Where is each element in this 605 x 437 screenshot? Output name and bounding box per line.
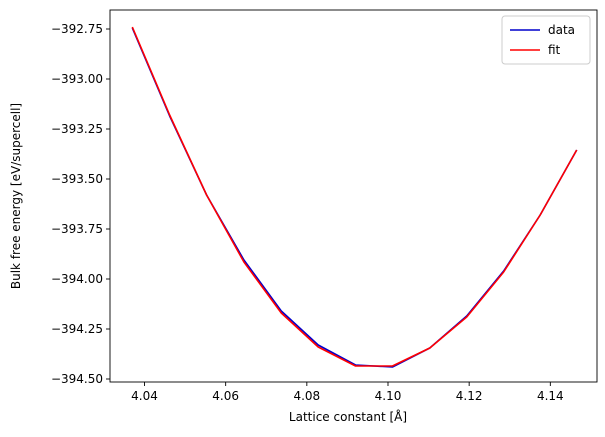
x-axis-label: Lattice constant [Å] <box>289 409 407 424</box>
y-tick-label: −393.00 <box>51 72 103 86</box>
y-tick-label: −392.75 <box>51 22 103 36</box>
legend-label-fit: fit <box>548 43 561 57</box>
series-lines <box>131 26 578 368</box>
series-line-fit <box>131 26 578 367</box>
y-tick-label: −394.50 <box>51 372 103 386</box>
legend-box <box>501 15 591 65</box>
plot-frame <box>109 9 598 383</box>
legend: data fit <box>501 15 591 65</box>
series-line-data <box>131 27 578 368</box>
x-tick-label: 4.06 <box>212 389 239 403</box>
y-tick-label: −394.00 <box>51 272 103 286</box>
x-axis: 4.04 4.06 4.08 4.10 4.12 4.14 <box>131 382 564 403</box>
y-tick-label: −394.25 <box>51 322 103 336</box>
y-axis-label: Bulk free energy [eV/supercell] <box>9 103 23 289</box>
y-tick-label: −393.25 <box>51 122 103 136</box>
x-tick-label: 4.04 <box>131 389 158 403</box>
y-axis: −392.75 −393.00 −393.25 −393.50 −393.75 −394.… <box>51 22 110 386</box>
x-tick-label: 4.14 <box>537 389 564 403</box>
x-tick-label: 4.12 <box>456 389 483 403</box>
y-tick-label: −393.75 <box>51 222 103 236</box>
legend-label-data: data <box>548 23 575 37</box>
y-tick-label: −393.50 <box>51 172 103 186</box>
x-tick-label: 4.10 <box>375 389 402 403</box>
x-tick-label: 4.08 <box>293 389 320 403</box>
